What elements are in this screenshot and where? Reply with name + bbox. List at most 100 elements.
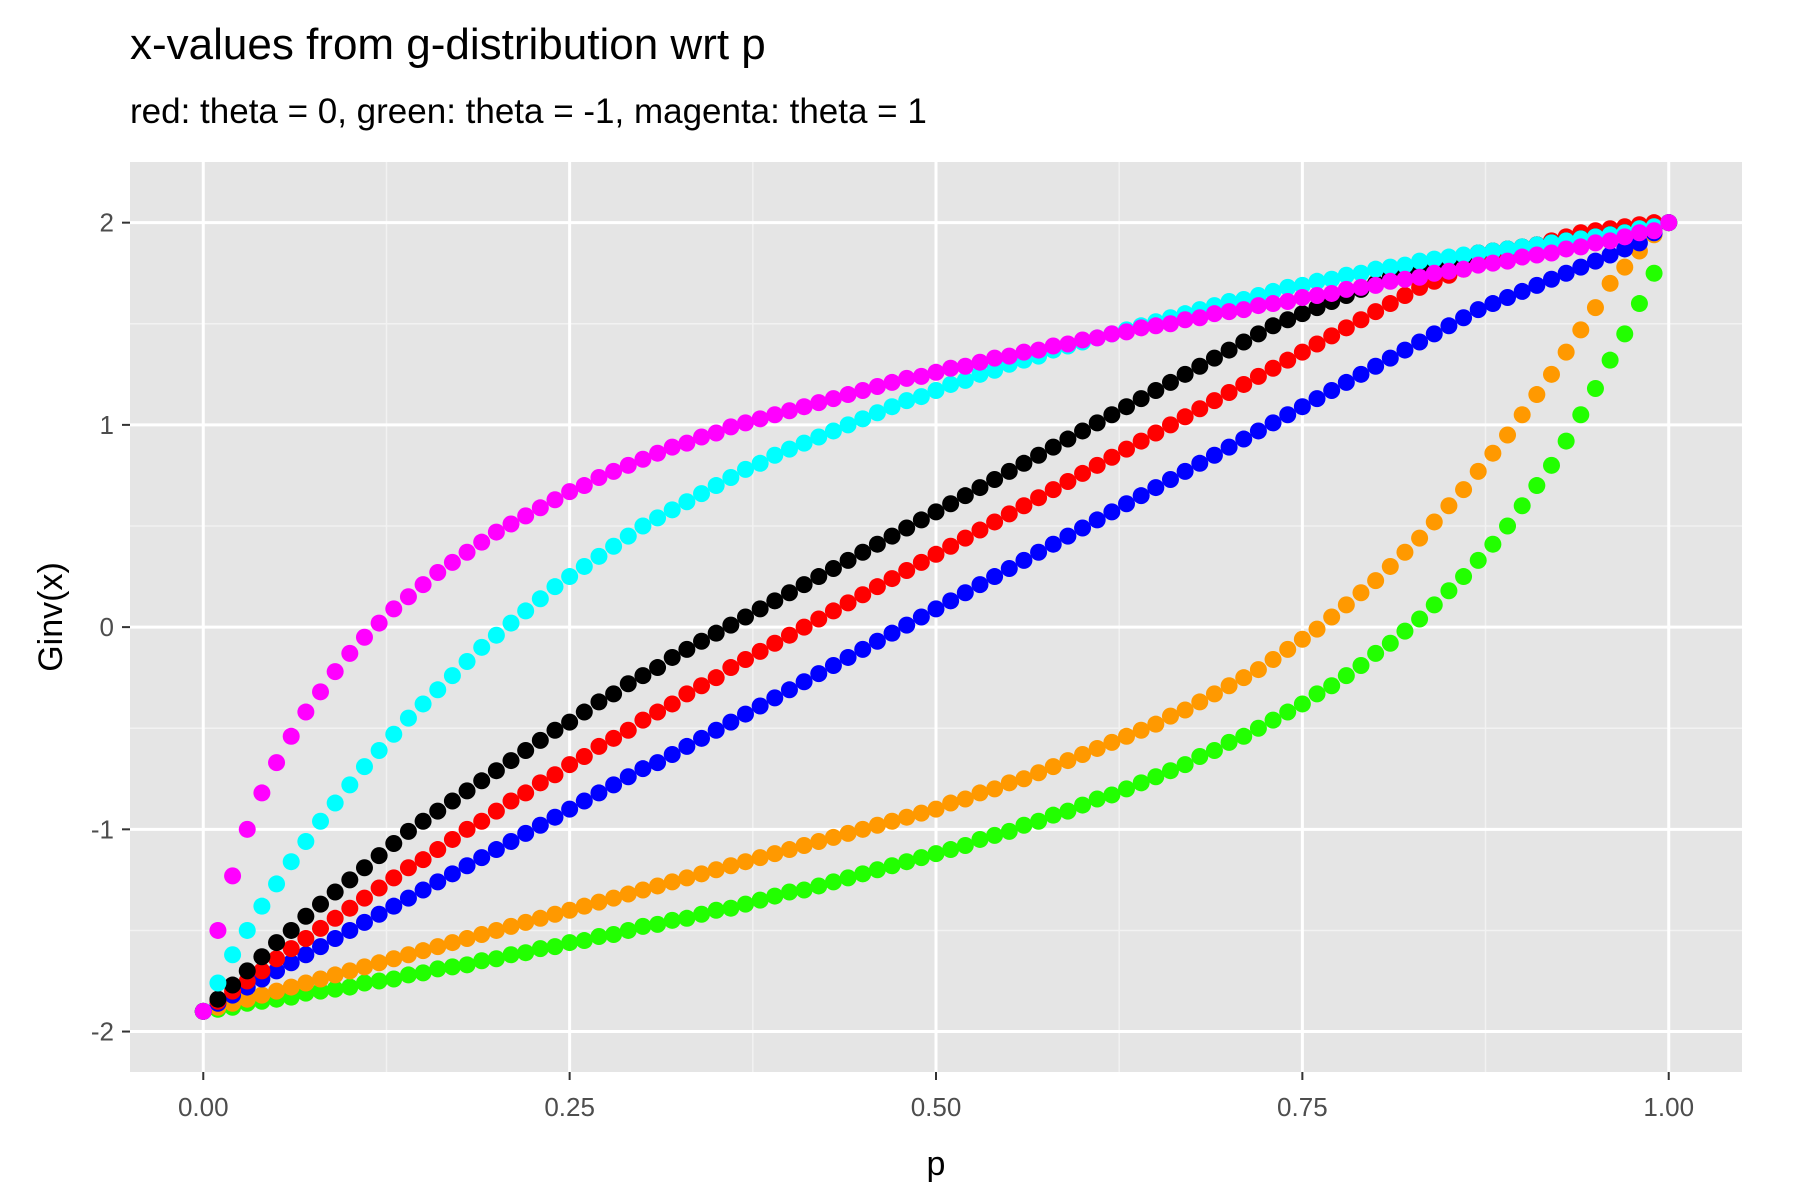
data-point xyxy=(531,909,549,927)
data-point xyxy=(253,784,271,802)
data-point xyxy=(707,624,725,642)
data-point xyxy=(722,659,740,677)
data-point xyxy=(619,675,637,693)
data-point xyxy=(839,416,857,434)
data-point xyxy=(986,361,1004,379)
data-point xyxy=(634,517,652,535)
data-point xyxy=(1293,305,1311,323)
data-point xyxy=(385,897,403,915)
data-point xyxy=(1572,258,1590,276)
data-point xyxy=(854,640,872,658)
data-point xyxy=(1396,286,1414,304)
data-point xyxy=(429,681,447,699)
data-point xyxy=(341,899,359,917)
data-point xyxy=(1044,438,1062,456)
data-point xyxy=(722,418,740,436)
data-point xyxy=(619,456,637,474)
data-point xyxy=(986,349,1004,367)
data-point xyxy=(605,729,623,747)
data-point xyxy=(546,938,564,956)
data-point xyxy=(1176,462,1194,480)
data-point xyxy=(1264,282,1282,300)
data-point xyxy=(1381,258,1399,276)
data-point xyxy=(1411,529,1429,547)
data-point xyxy=(1015,770,1033,788)
data-point xyxy=(414,812,432,830)
data-point xyxy=(1235,430,1253,448)
data-point xyxy=(1264,650,1282,668)
data-point xyxy=(1030,446,1048,464)
data-point xyxy=(634,881,652,899)
data-point xyxy=(956,487,974,505)
data-point xyxy=(1308,286,1326,304)
series-points xyxy=(194,214,1678,1020)
data-point xyxy=(883,398,901,416)
data-point xyxy=(854,543,872,561)
data-point xyxy=(722,899,740,917)
data-point xyxy=(1030,341,1048,359)
data-point xyxy=(780,402,798,420)
data-point xyxy=(942,495,960,513)
data-point xyxy=(590,928,608,946)
data-point xyxy=(590,547,608,565)
data-point xyxy=(253,986,271,1004)
data-point xyxy=(839,824,857,842)
data-point xyxy=(1396,341,1414,359)
data-point xyxy=(898,853,916,871)
data-point xyxy=(370,614,388,632)
data-point xyxy=(707,861,725,879)
data-point xyxy=(1132,721,1150,739)
data-point xyxy=(399,709,417,727)
data-point xyxy=(736,414,754,432)
data-point xyxy=(1118,727,1136,745)
data-point xyxy=(443,792,461,810)
data-point xyxy=(663,911,681,929)
data-point xyxy=(1088,739,1106,757)
data-point xyxy=(1323,284,1341,302)
data-point xyxy=(1308,620,1326,638)
data-point xyxy=(561,901,579,919)
data-point xyxy=(1044,337,1062,355)
data-point xyxy=(795,434,813,452)
data-point xyxy=(370,741,388,759)
data-point xyxy=(868,404,886,422)
data-point xyxy=(1645,264,1663,282)
data-point xyxy=(649,509,667,527)
data-point xyxy=(1249,297,1267,315)
data-point xyxy=(1396,256,1414,274)
data-point xyxy=(1176,311,1194,329)
data-point xyxy=(649,754,667,772)
data-point xyxy=(1367,303,1385,321)
data-point xyxy=(605,462,623,480)
data-point xyxy=(898,561,916,579)
data-point xyxy=(561,568,579,586)
data-point xyxy=(1323,270,1341,288)
data-point xyxy=(1176,365,1194,383)
data-point xyxy=(649,703,667,721)
data-point xyxy=(795,881,813,899)
data-point xyxy=(1293,343,1311,361)
data-point xyxy=(399,588,417,606)
data-point xyxy=(1220,733,1238,751)
data-point xyxy=(1103,786,1121,804)
data-point xyxy=(414,851,432,869)
data-point xyxy=(443,958,461,976)
data-point xyxy=(1411,268,1429,286)
y-tick-label: 0 xyxy=(100,612,114,642)
data-point xyxy=(1440,317,1458,335)
data-point xyxy=(1513,282,1531,300)
data-point xyxy=(502,752,520,770)
data-point xyxy=(971,784,989,802)
data-point xyxy=(1381,557,1399,575)
data-point xyxy=(1205,305,1223,323)
data-point xyxy=(1118,323,1136,341)
data-point xyxy=(1030,489,1048,507)
data-point xyxy=(297,974,315,992)
data-point xyxy=(1176,756,1194,774)
data-point xyxy=(1147,317,1165,335)
data-point xyxy=(312,812,330,830)
data-point xyxy=(1308,272,1326,290)
data-point xyxy=(1542,365,1560,383)
data-point xyxy=(1161,416,1179,434)
data-point xyxy=(561,800,579,818)
